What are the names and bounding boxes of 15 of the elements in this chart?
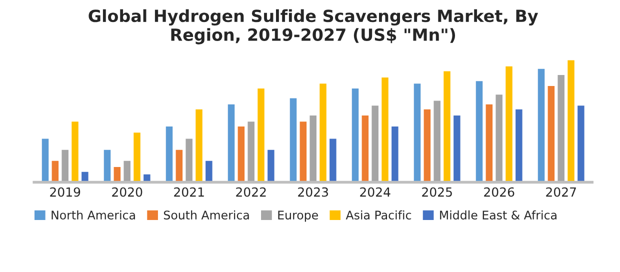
chart-title: Global Hydrogen Sulfide Scavengers Market, By Region, 2019-2027 (US$ "Mn") xyxy=(88,9,538,44)
legend-label: Middle East & Africa xyxy=(440,210,556,220)
x-tick-label: 2021 xyxy=(174,187,204,197)
legend-label: Europe xyxy=(278,210,318,222)
legend-label: Asia Pacific xyxy=(346,210,412,220)
legend-label: North America xyxy=(52,210,135,220)
x-tick-label: 2026 xyxy=(484,187,514,197)
x-tick-label: 2023 xyxy=(298,187,328,197)
x-tick-label: 2022 xyxy=(236,187,266,197)
x-tick-label: 2024 xyxy=(360,187,390,197)
x-tick-label: 2020 xyxy=(112,187,142,197)
legend-label: South America xyxy=(164,210,249,220)
x-tick-label: 2027 xyxy=(546,187,576,197)
x-tick-label: 2019 xyxy=(50,187,80,197)
x-tick-label: 2025 xyxy=(422,187,452,197)
